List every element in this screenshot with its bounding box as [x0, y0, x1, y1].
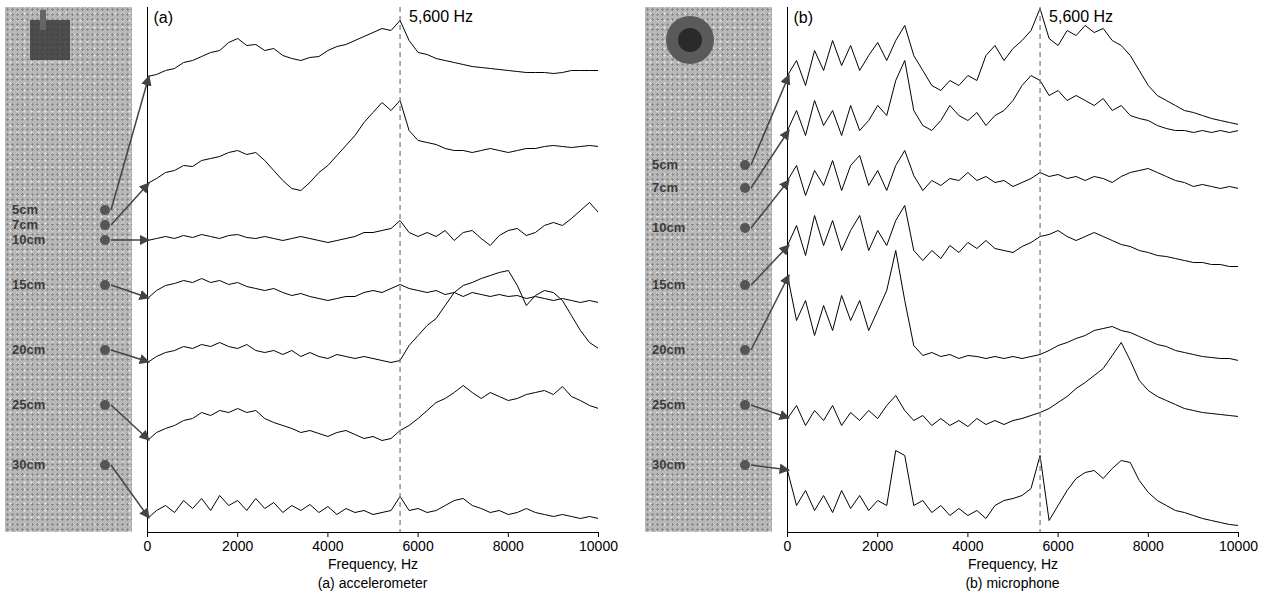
svg-text:10000: 10000	[1219, 538, 1258, 554]
svg-text:0: 0	[144, 538, 152, 554]
html-text:7cm: 7cm	[652, 180, 678, 195]
html-text:30cm: 30cm	[652, 457, 686, 472]
svg-text:6000: 6000	[1043, 538, 1074, 554]
html-text:5cm: 5cm	[12, 202, 38, 217]
html-text:5cm: 5cm	[652, 157, 678, 172]
svg-text:5,600 Hz: 5,600 Hz	[409, 8, 473, 25]
html-text:15cm: 15cm	[652, 277, 686, 292]
svg-text:8000: 8000	[493, 538, 524, 554]
html-text:25cm: 25cm	[12, 397, 46, 412]
svg-text:Frequency, Hz: Frequency, Hz	[328, 556, 418, 572]
html-text:10cm: 10cm	[12, 232, 46, 247]
html-text:7cm: 7cm	[12, 217, 38, 232]
svg-text:Frequency, Hz: Frequency, Hz	[968, 556, 1058, 572]
svg-text:0: 0	[784, 538, 792, 554]
html-text:15cm: 15cm	[12, 277, 46, 292]
svg-text:(b): (b)	[794, 9, 814, 26]
html-text:20cm: 20cm	[12, 342, 46, 357]
svg-text:(a): (a)	[154, 9, 174, 26]
html-text:(a) accelerometer: (a) accelerometer	[317, 575, 428, 591]
svg-text:5,600 Hz: 5,600 Hz	[1049, 8, 1113, 25]
svg-text:10000: 10000	[579, 538, 618, 554]
html-text:30cm: 30cm	[12, 457, 46, 472]
svg-text:8000: 8000	[1133, 538, 1164, 554]
html-text:(b) microphone: (b) microphone	[965, 575, 1060, 591]
svg-text:2000: 2000	[862, 538, 893, 554]
html-text:20cm: 20cm	[652, 342, 686, 357]
svg-text:4000: 4000	[952, 538, 983, 554]
svg-text:4000: 4000	[312, 538, 343, 554]
svg-text:6000: 6000	[403, 538, 434, 554]
html-text:10cm: 10cm	[652, 220, 686, 235]
svg-text:2000: 2000	[222, 538, 253, 554]
html-text:25cm: 25cm	[652, 397, 686, 412]
